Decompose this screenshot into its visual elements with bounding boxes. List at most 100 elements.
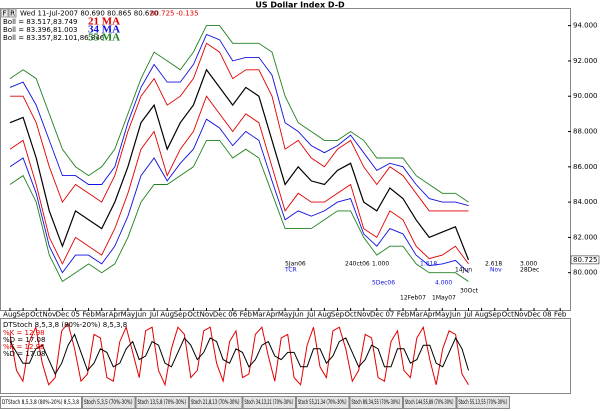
tab[interactable] xyxy=(135,396,189,409)
toolbar-label[interactable]: R xyxy=(10,10,15,18)
x-tick-label: Apr xyxy=(109,311,121,319)
annotation: 3.000 xyxy=(520,261,537,268)
stoch-legend: %K = 12.98 xyxy=(3,329,45,337)
x-tick-label: May xyxy=(121,311,135,319)
y-tick-label: 92.000 xyxy=(573,57,598,65)
annotation: 12Feb07 xyxy=(400,295,426,302)
x-tick-label: Jul xyxy=(463,311,473,319)
tab[interactable] xyxy=(349,396,403,409)
stoch-legend: %K = 12.98 xyxy=(3,343,45,351)
toolbar-label[interactable]: F xyxy=(2,10,6,18)
x-tick-label: 06 xyxy=(228,311,237,319)
tab-label[interactable]: Stoch 34,13,21 (70%-30%) xyxy=(245,399,294,406)
x-tick-label: 07 xyxy=(385,311,394,319)
tab-label[interactable]: Stoch 5,3,5 (70%-30%) xyxy=(84,399,133,406)
annotation: 240ct06 xyxy=(345,261,370,268)
annotation: 2.618 xyxy=(485,261,502,268)
annotation: 1.618 xyxy=(420,261,437,268)
tab-label[interactable]: Stoch 55,13,55 (70%-30%) xyxy=(459,399,508,406)
annotation: 1May07 xyxy=(432,295,456,302)
x-tick-label: Dec xyxy=(527,311,541,319)
tab[interactable] xyxy=(403,396,457,409)
x-tick-label: Nov xyxy=(514,311,528,319)
x-tick-label: Nov xyxy=(357,311,371,319)
tab-label[interactable]: Stoch 13,5,8 (70%-30%) xyxy=(138,399,187,406)
legend-name: 55 MA xyxy=(88,32,120,44)
tab-label[interactable]: DTStoch 8,5,3,8 (80%-20%) 8,5,3,8 xyxy=(2,399,79,406)
y-tick-label: 90.000 xyxy=(573,92,598,100)
band-upper xyxy=(9,25,469,203)
x-tick-label: Oct xyxy=(502,311,514,319)
annotation: TCR xyxy=(284,267,297,274)
toolbar-button[interactable] xyxy=(0,8,9,18)
chart-title: US Dollar Index D-D xyxy=(255,1,345,10)
tab[interactable] xyxy=(82,396,136,409)
x-tick-label: Mar xyxy=(252,311,265,319)
annotation: Nov xyxy=(490,267,502,274)
x-tick-label: Sep xyxy=(488,311,502,319)
x-tick-label: 05 xyxy=(71,311,80,319)
tab[interactable] xyxy=(456,396,510,409)
x-tick-label: Mar xyxy=(409,311,422,319)
toolbar-button[interactable] xyxy=(8,8,17,18)
tab[interactable] xyxy=(242,396,296,409)
legend-name: 34 MA xyxy=(88,24,120,36)
stoch-line xyxy=(9,333,469,376)
tab[interactable] xyxy=(189,396,243,409)
legend-name: 21 MA xyxy=(88,16,120,28)
tab-label[interactable]: Stoch 144,55,89 (70%-30%) xyxy=(405,399,454,406)
annotation: 14Jun xyxy=(455,267,472,274)
annotation: 4.000 xyxy=(435,280,452,287)
x-tick-label: Aug xyxy=(475,311,489,319)
x-tick-label: Oct xyxy=(187,311,199,319)
tab-label[interactable]: Stoch 21,8,13 (70%-30%) xyxy=(191,399,240,406)
band-upper xyxy=(10,42,469,212)
band-upper xyxy=(9,33,469,207)
y-tick-label: 84.000 xyxy=(573,198,598,206)
x-tick-label: Dec xyxy=(370,311,384,319)
stoch-title: DTStoch 8,5,3,8 (80%-20%) 8,5,3,8 xyxy=(3,321,127,329)
band-lower xyxy=(9,118,469,274)
x-tick-label: Oct xyxy=(30,311,42,319)
y-tick-label: 88.000 xyxy=(573,128,598,136)
band-lower xyxy=(9,95,469,265)
x-tick-label: Feb xyxy=(240,311,253,319)
quote-last: 80.725 xyxy=(150,10,175,18)
x-tick-label: Sep xyxy=(174,311,188,319)
annotation: 1.000 xyxy=(372,261,389,268)
annotation: 5Dec06 xyxy=(372,280,395,287)
tab[interactable] xyxy=(0,396,82,409)
legend-label: Boll = 83.357,82.101,86.846 xyxy=(3,34,105,42)
last-value-label: 80.725 xyxy=(573,256,598,264)
x-tick-label: 08 xyxy=(543,311,552,319)
x-tick-label: Nov xyxy=(200,311,214,319)
x-tick-label: Jul xyxy=(306,311,316,319)
x-tick-label: Jun xyxy=(292,311,304,319)
y-tick-label: 94.000 xyxy=(573,22,598,30)
x-tick-label: Feb xyxy=(82,311,95,319)
legend-label: Boll = 83.517,83.749 xyxy=(3,18,78,26)
x-tick-label: Oct xyxy=(345,311,357,319)
stoch-pane xyxy=(0,318,571,394)
x-tick-label: Aug xyxy=(318,311,332,319)
annotation: 5Jan06 xyxy=(285,261,306,268)
last-value-box xyxy=(570,255,600,265)
x-tick-label: Dec xyxy=(213,311,227,319)
x-tick-label: Apr xyxy=(266,311,278,319)
annotation: 28Dec xyxy=(520,267,539,274)
legend-label: Boll = 83.396,81.003 xyxy=(3,26,78,34)
quote-change: -0.135 xyxy=(176,10,199,18)
tab[interactable] xyxy=(296,396,350,409)
quote: Wed 11-Jul-2007 80.690 80.865 80.620 xyxy=(20,10,158,18)
x-tick-label: Mar xyxy=(95,311,108,319)
stoch-line xyxy=(9,322,469,387)
x-tick-label: Jul xyxy=(149,311,159,319)
x-tick-label: Aug xyxy=(3,311,17,319)
tab-label[interactable]: Stoch 55,21,34 (70%-30%) xyxy=(298,399,347,406)
tab-label[interactable]: Stoch 89,34,55 (70%-30%) xyxy=(352,399,401,406)
annotation: 30Oct xyxy=(460,288,479,295)
x-tick-label: Apr xyxy=(423,311,435,319)
y-tick-label: 82.000 xyxy=(573,233,598,241)
